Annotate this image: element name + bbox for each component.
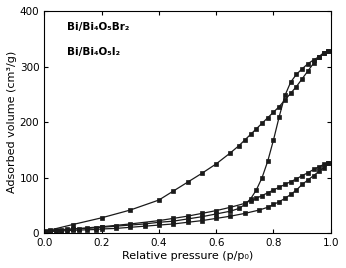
Y-axis label: Adsorbed volume (cm³/g): Adsorbed volume (cm³/g) [7, 51, 17, 193]
X-axis label: Relative pressure (p/p₀): Relative pressure (p/p₀) [122, 251, 253, 261]
Text: Bi/Bi₄O₅Br₂: Bi/Bi₄O₅Br₂ [67, 22, 129, 32]
Text: Bi/Bi₄O₅I₂: Bi/Bi₄O₅I₂ [67, 47, 120, 57]
